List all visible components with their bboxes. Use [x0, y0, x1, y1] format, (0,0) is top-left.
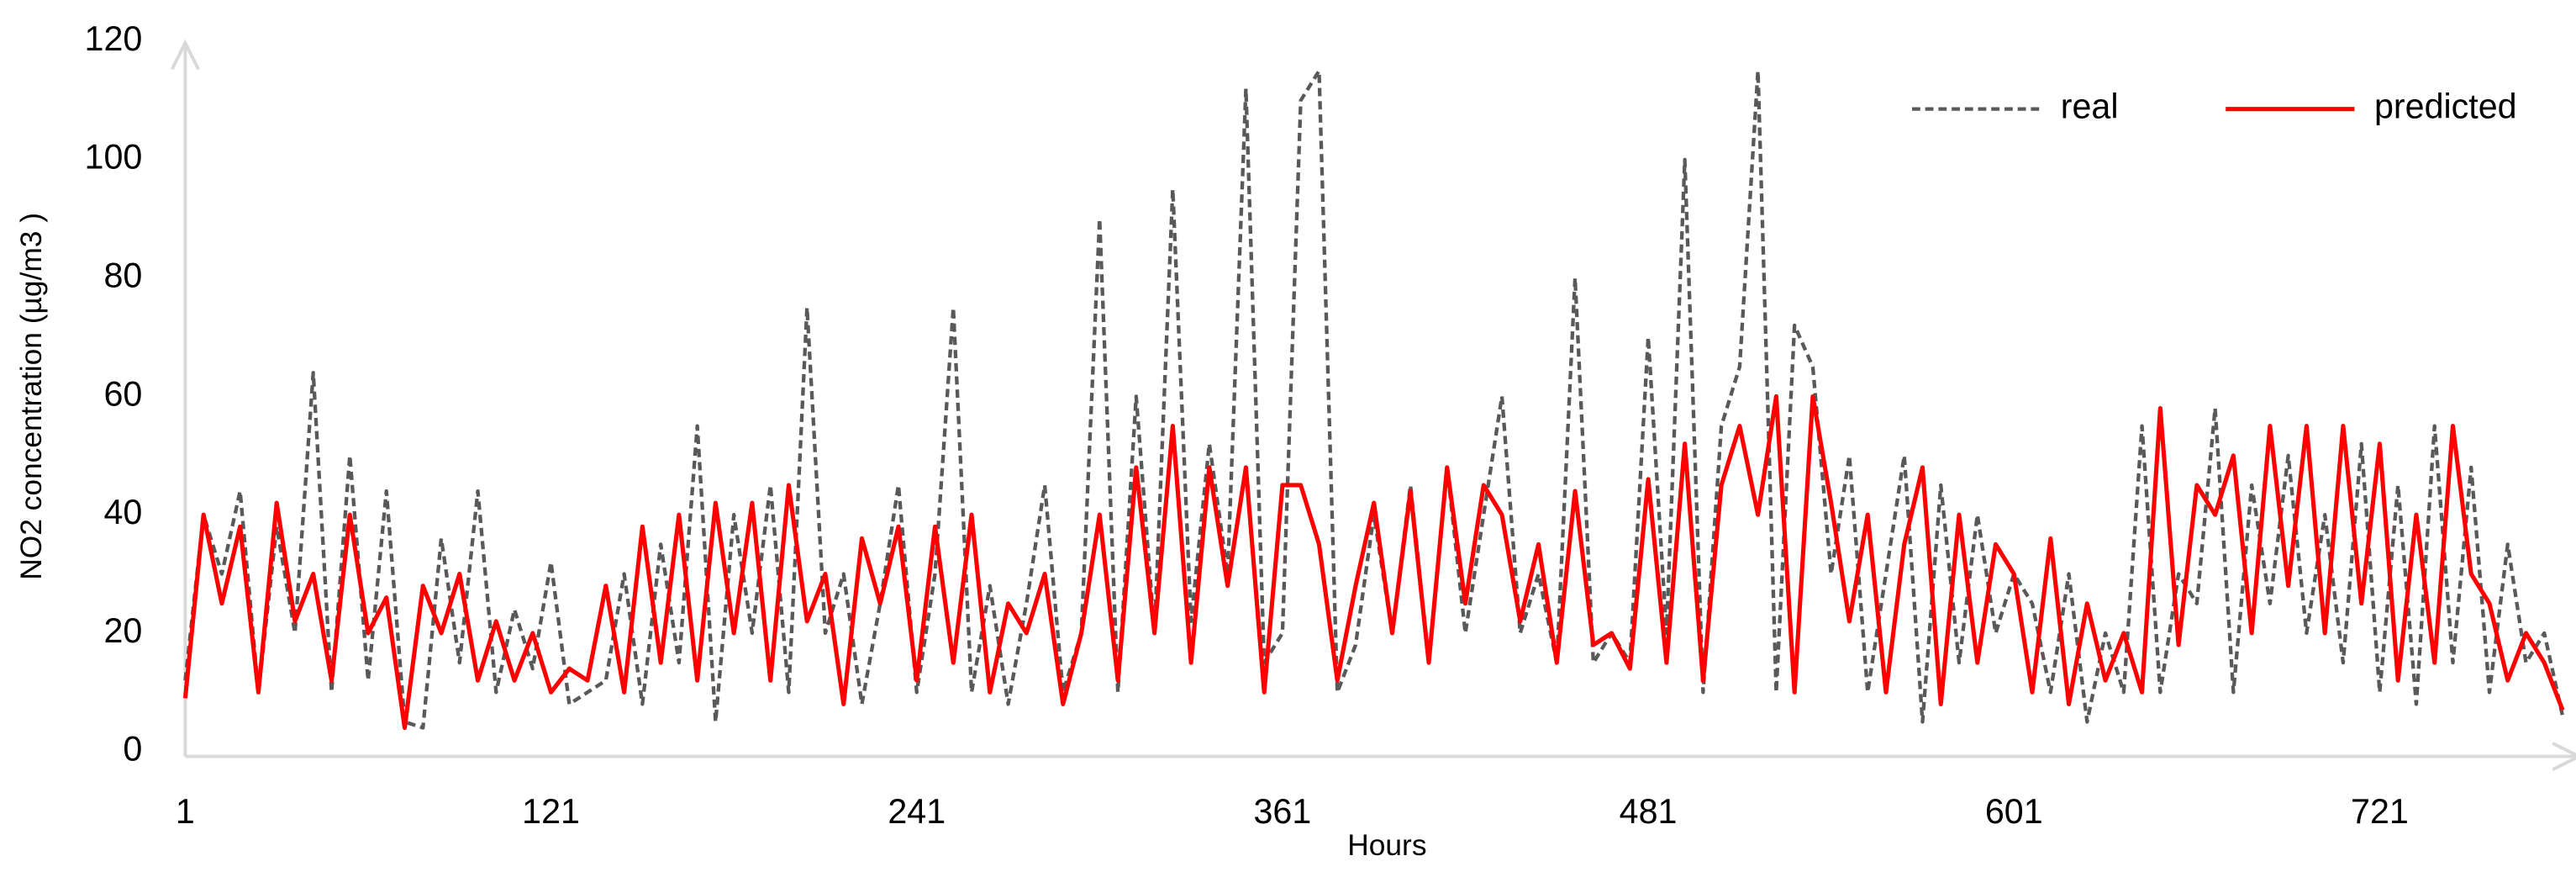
x-tick-label: 481 [1620, 792, 1678, 831]
y-tick-label: 40 [103, 493, 142, 531]
y-axis-arrow [170, 39, 200, 71]
legend-label: real [2061, 87, 2119, 126]
x-tick-label: 601 [1985, 792, 2043, 831]
x-tick-label: 721 [2351, 792, 2409, 831]
y-tick-label: 80 [103, 256, 142, 295]
series-line [182, 394, 2565, 731]
x-tick-label: 121 [522, 792, 580, 831]
x-tick-label: 241 [888, 792, 946, 831]
y-tick-label: 0 [123, 730, 142, 769]
series-line [183, 69, 2565, 730]
y-tick-label: 60 [103, 374, 142, 413]
x-tick-label: 1 [176, 792, 195, 831]
x-tick-label: 361 [1254, 792, 1312, 831]
y-tick-label: 120 [85, 19, 143, 58]
y-tick-label: 20 [103, 611, 142, 650]
axes [170, 39, 2576, 772]
y-axis-title: NO2 concentration (µg/m3 ) [15, 213, 48, 580]
x-axis-arrow [2552, 742, 2576, 772]
legend-label: predicted [2374, 87, 2517, 126]
y-tick-label: 100 [85, 138, 143, 177]
x-axis-title: Hours [1347, 829, 1426, 862]
